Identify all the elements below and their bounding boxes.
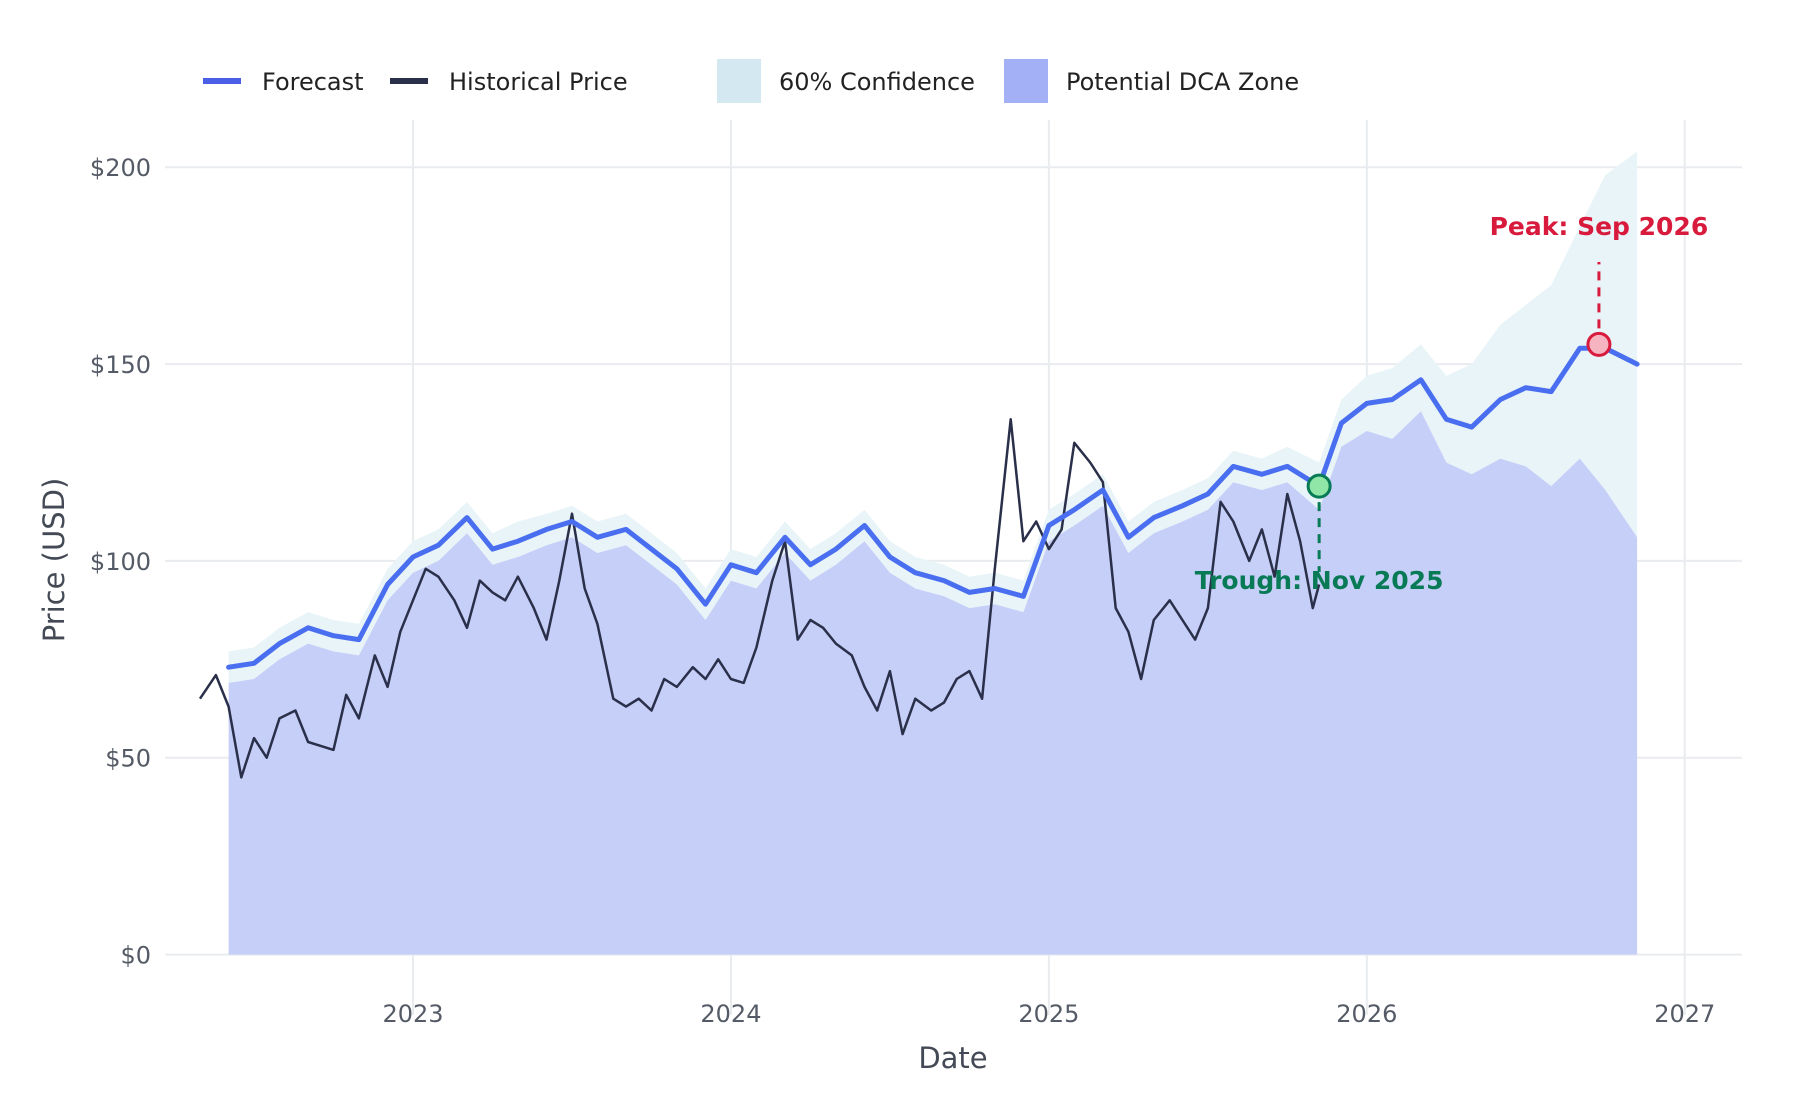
x-tick-label: 2026 [1336, 1000, 1397, 1028]
peak-label: Peak: Sep 2026 [1490, 212, 1709, 241]
x-tick-label: 2023 [382, 1000, 443, 1028]
x-tick-label: 2025 [1018, 1000, 1079, 1028]
peak-marker [1586, 331, 1612, 357]
legend-label: Potential DCA Zone [1066, 68, 1299, 96]
y-tick-label: $50 [105, 745, 151, 773]
y-tick-label: $0 [120, 942, 151, 970]
y-tick-label: $200 [90, 154, 151, 182]
y-tick-label: $100 [90, 548, 151, 576]
y-axis-title: Price (USD) [37, 478, 71, 643]
legend-swatch [717, 59, 761, 103]
dca-zone-area [228, 411, 1638, 955]
y-tick-label: $150 [90, 351, 151, 379]
legend: Forecast Historical Price 60% Confidence Po… [203, 59, 1299, 103]
x-axis-ticks: 2023 2024 2025 2026 2027 [382, 1000, 1715, 1028]
trough-marker [1306, 473, 1332, 499]
trough-label: Trough: Nov 2025 [1195, 566, 1444, 595]
historical-price-line [198, 417, 1321, 779]
x-axis-title: Date [918, 1041, 987, 1075]
legend-label: 60% Confidence [779, 68, 975, 96]
y-axis-ticks: $0 $50 $100 $150 $200 [90, 154, 151, 969]
legend-label: Forecast [262, 68, 364, 96]
area-layer [228, 151, 1638, 955]
legend-swatch [1004, 59, 1048, 103]
x-tick-label: 2024 [700, 1000, 761, 1028]
annotation-layer: Trough: Nov 2025 Peak: Sep 2026 [1195, 212, 1708, 595]
legend-label: Historical Price [449, 68, 628, 96]
line-layer [198, 345, 1640, 779]
x-tick-label: 2027 [1654, 1000, 1715, 1028]
forecast-line [226, 345, 1640, 670]
